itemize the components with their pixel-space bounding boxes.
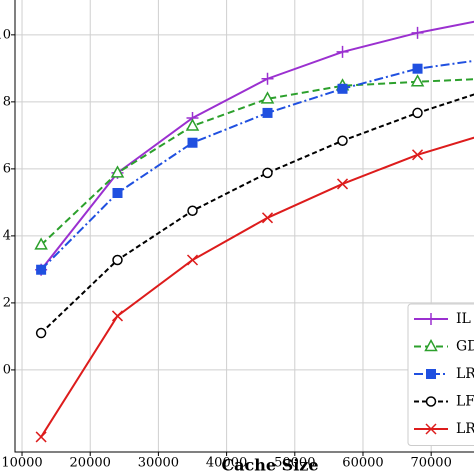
legend-label: GD xyxy=(456,339,474,355)
marker xyxy=(187,137,198,148)
marker xyxy=(36,264,47,275)
legend-marker xyxy=(425,396,437,407)
x-tick-label: 30000 xyxy=(138,456,179,471)
marker xyxy=(412,107,423,119)
legend-label: LR xyxy=(456,366,474,382)
marker xyxy=(336,178,349,190)
marker xyxy=(337,83,348,94)
legend-box xyxy=(407,303,474,446)
x-tick-label: 60000 xyxy=(342,456,383,471)
marker xyxy=(336,45,349,58)
marker xyxy=(110,165,125,178)
marker xyxy=(412,149,424,161)
marker xyxy=(185,118,200,131)
legend-marker xyxy=(425,423,437,435)
marker xyxy=(337,135,348,146)
legend-label: LR xyxy=(456,421,474,437)
marker xyxy=(262,167,273,179)
marker xyxy=(261,72,274,85)
legend-label: IL xyxy=(456,311,471,327)
marker xyxy=(35,327,47,339)
y-tick-label: 8 xyxy=(3,94,11,109)
marker xyxy=(35,431,47,443)
y-tick-label: 2 xyxy=(3,295,11,310)
x-tick-label: 20000 xyxy=(70,456,111,471)
plot-frame xyxy=(14,0,474,453)
legend-marker xyxy=(426,369,436,379)
marker xyxy=(260,91,275,104)
marker xyxy=(112,254,123,266)
marker xyxy=(112,187,123,198)
series xyxy=(35,93,474,339)
y-tick-label: 6 xyxy=(3,161,11,176)
series-line xyxy=(40,93,474,334)
marker xyxy=(111,310,124,322)
x-tick-label: 70000 xyxy=(410,456,451,471)
series-line xyxy=(40,59,474,271)
series-line xyxy=(40,20,474,271)
series xyxy=(35,136,474,443)
x-tick-label: 40000 xyxy=(206,456,247,471)
legend-marker xyxy=(425,313,437,325)
y-tick-label: 0 xyxy=(3,362,11,377)
legend-marker xyxy=(424,338,438,352)
series-line xyxy=(40,78,474,246)
y-tick-label: 4 xyxy=(3,228,11,243)
series xyxy=(34,74,474,250)
marker xyxy=(34,237,48,250)
y-tick-label: 10 xyxy=(0,27,11,42)
x-tick-label: 10000 xyxy=(1,456,42,471)
marker xyxy=(261,212,274,224)
marker xyxy=(187,205,198,217)
x-axis-label: Cache Size xyxy=(221,456,318,474)
marker xyxy=(411,26,424,39)
series xyxy=(36,59,474,275)
marker xyxy=(186,254,199,266)
x-tick-label: 50000 xyxy=(274,456,315,471)
marker xyxy=(262,107,273,118)
marker xyxy=(410,74,425,87)
marker xyxy=(412,63,423,74)
legend-label: LF xyxy=(456,394,474,410)
